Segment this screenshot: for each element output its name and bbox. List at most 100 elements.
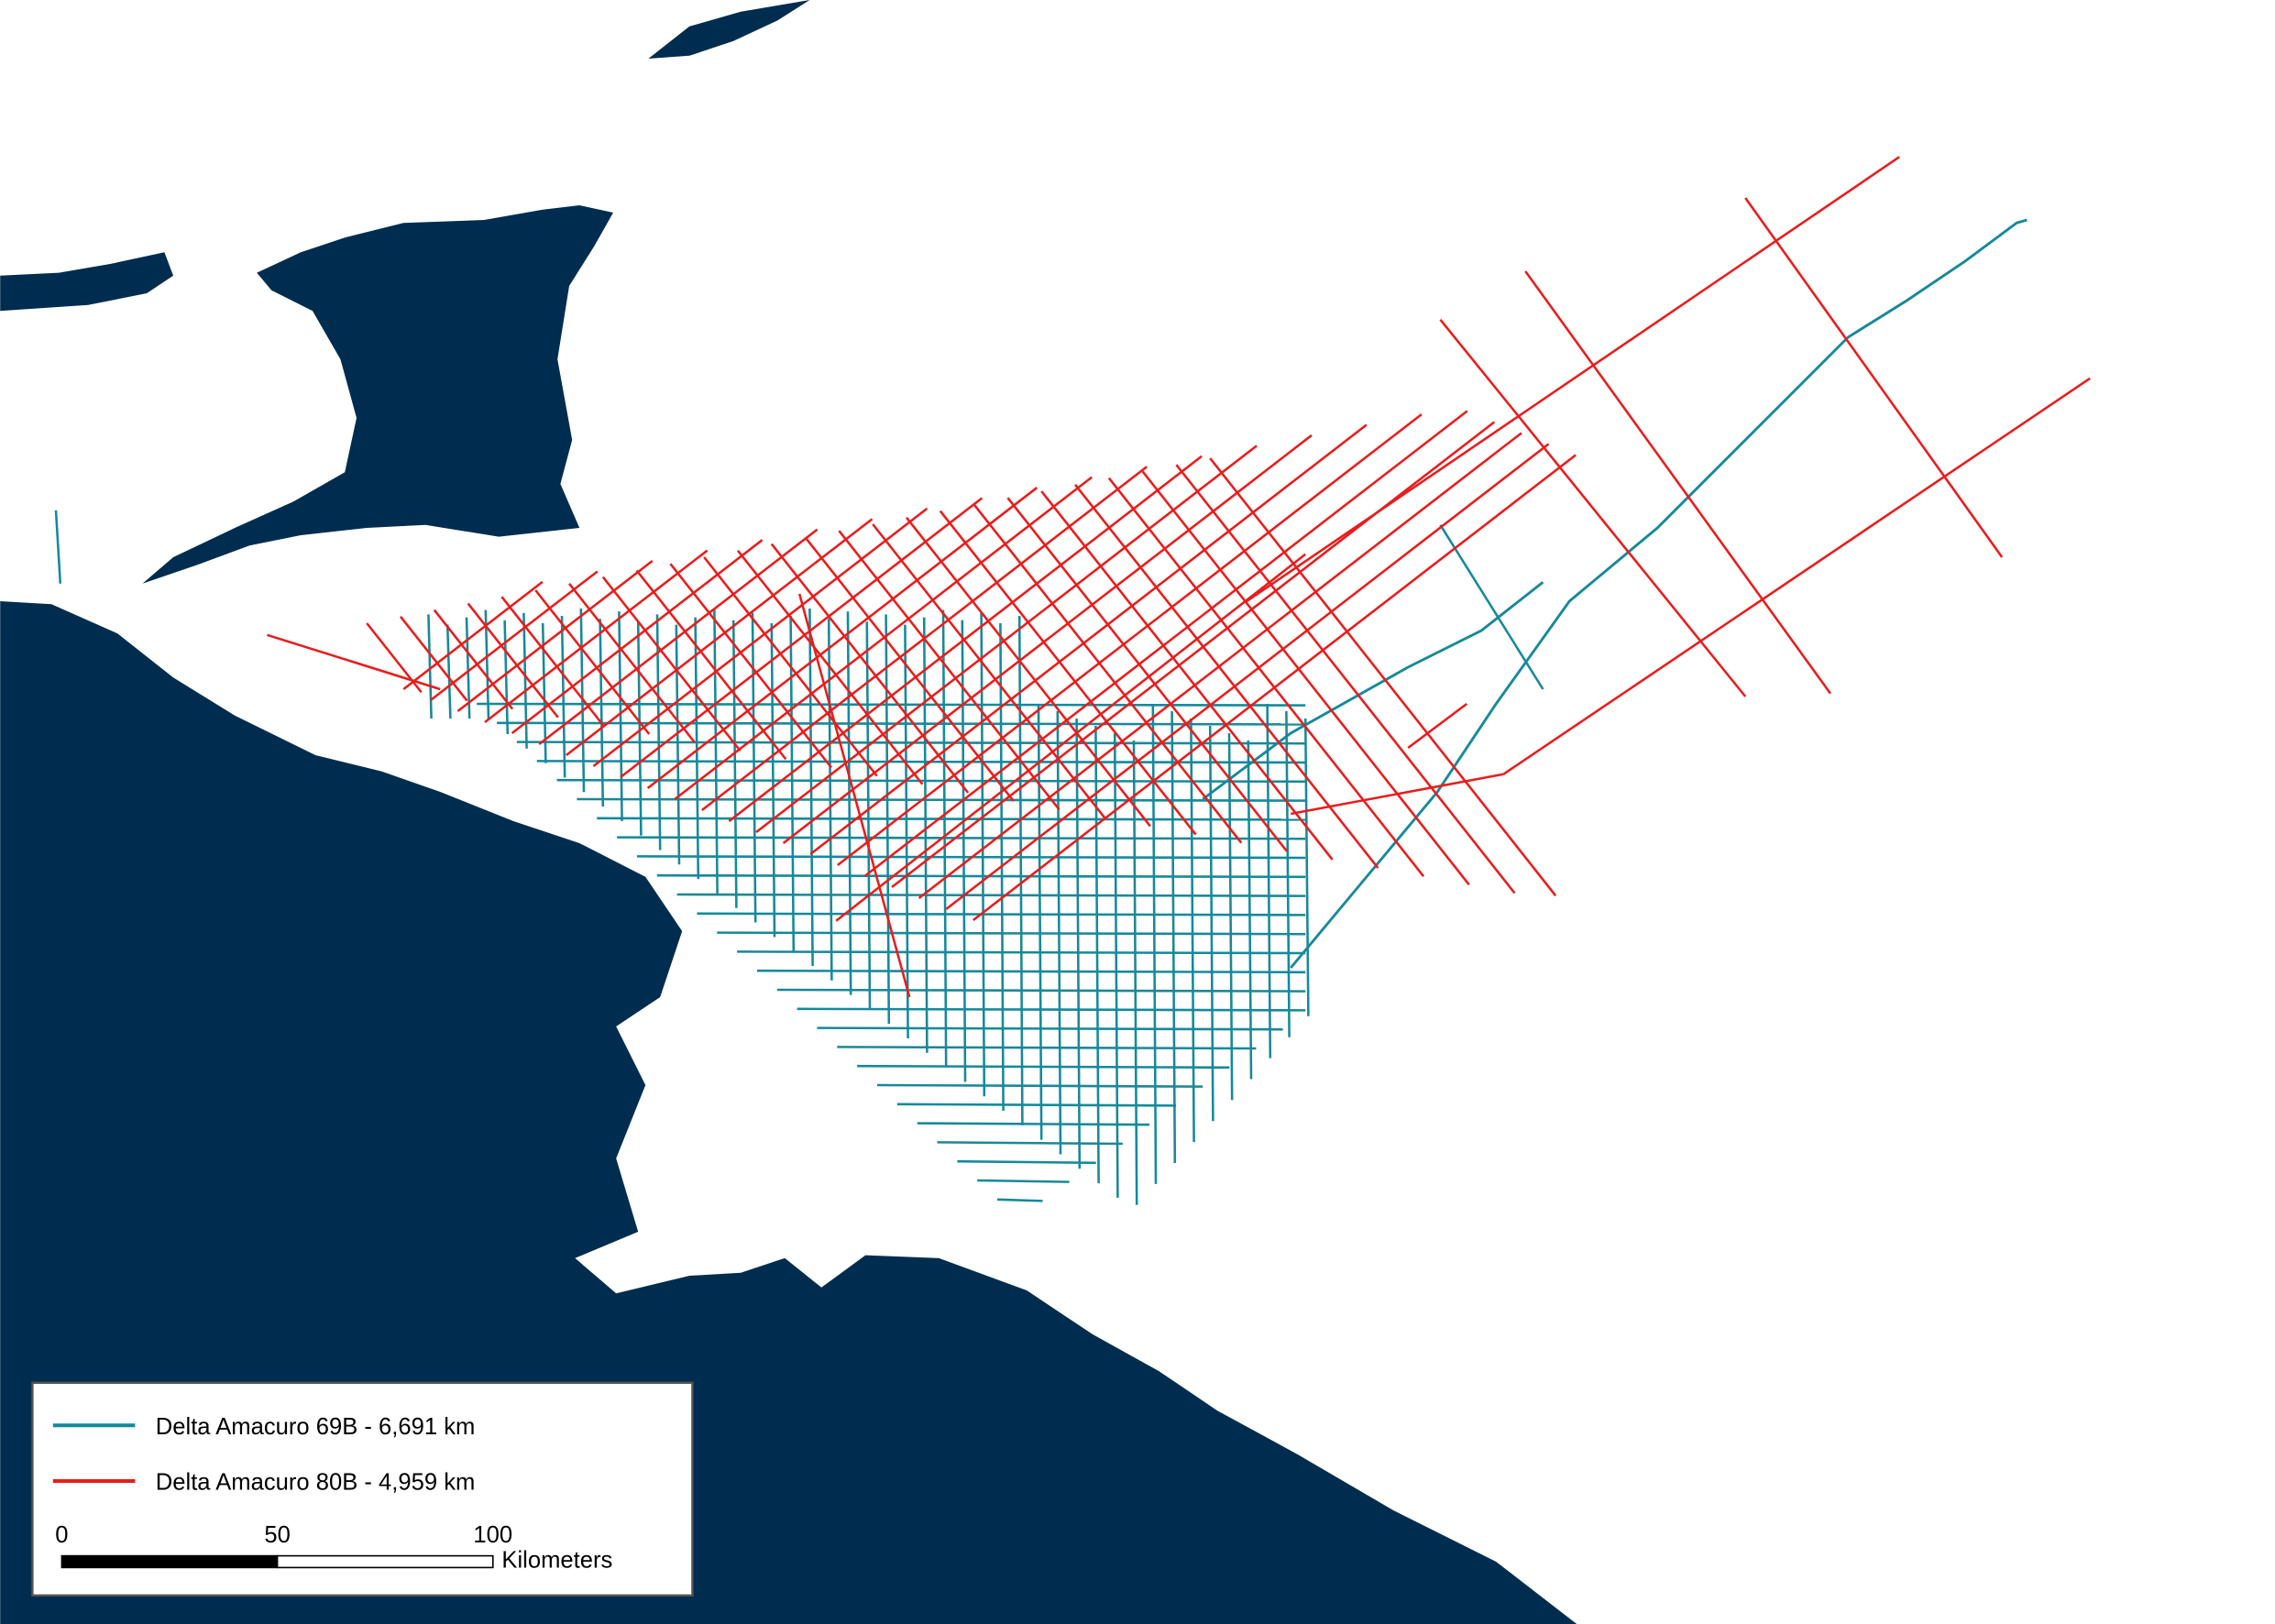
- survey-line: [713, 609, 719, 894]
- survey-line: [1141, 470, 1470, 886]
- survey-line: [1006, 497, 1288, 852]
- survey-line: [445, 624, 452, 719]
- survey-line: [1247, 740, 1253, 1080]
- survey-line: [1017, 615, 1024, 1125]
- survey-line: [980, 612, 986, 1097]
- survey-line: [973, 503, 1243, 844]
- survey-line: [1202, 581, 1544, 801]
- survey-line: [937, 1141, 1123, 1146]
- survey-line: [1502, 377, 2091, 775]
- survey-line: [808, 608, 814, 966]
- trinidad: [142, 205, 613, 584]
- survey-line: [1439, 318, 1747, 697]
- venezuela: [0, 601, 1577, 1624]
- survey-line: [477, 702, 1306, 707]
- survey-line: [996, 1198, 1043, 1202]
- survey-line: [776, 988, 1306, 993]
- survey-line: [1524, 270, 1832, 695]
- survey-line: [538, 528, 819, 746]
- survey-line: [669, 563, 832, 769]
- scale-tick-label: 0: [55, 1522, 68, 1548]
- survey-line: [1227, 732, 1234, 1101]
- survey-line: [566, 518, 874, 757]
- survey-line: [797, 1007, 1306, 1012]
- survey-line: [601, 576, 742, 752]
- survey-line: [674, 476, 1094, 801]
- survey-line: [904, 624, 909, 1039]
- survey-line: [1170, 710, 1177, 1163]
- survey-line: [1190, 718, 1195, 1143]
- survey-line: [945, 443, 1550, 911]
- survey-line: [973, 454, 1577, 922]
- survey-line: [1290, 218, 2028, 969]
- survey-line: [597, 817, 1306, 821]
- survey-line: [427, 614, 433, 719]
- survey-line: [433, 609, 514, 710]
- survey-line: [905, 517, 1151, 828]
- survey-line: [1073, 484, 1379, 869]
- survey-line: [751, 612, 757, 923]
- survey-line: [656, 873, 1306, 879]
- survey-line: [484, 549, 709, 724]
- survey-line: [1285, 710, 1291, 1037]
- survey-line: [717, 931, 1306, 936]
- scale-segment: [276, 1554, 494, 1569]
- survey-line: [896, 1103, 1177, 1107]
- survey-line: [522, 612, 528, 749]
- survey-line: [701, 466, 1148, 812]
- survey-line: [755, 444, 1258, 834]
- survey-line: [635, 569, 787, 761]
- survey-line: [817, 1026, 1283, 1031]
- survey-line: [809, 423, 1368, 856]
- survey-line: [1439, 524, 1544, 690]
- survey-line: [838, 530, 1061, 810]
- survey-line: [863, 410, 1468, 878]
- survey-line: [1075, 718, 1082, 1169]
- survey-line: [467, 602, 559, 719]
- survey-line: [646, 487, 1039, 790]
- scale-tick-label: 50: [264, 1522, 290, 1548]
- survey-line: [599, 619, 605, 807]
- survey-line: [1107, 477, 1425, 877]
- survey-line: [728, 455, 1203, 823]
- survey-line: [737, 950, 1306, 955]
- survey-line: [503, 620, 510, 735]
- survey-line: [977, 1179, 1070, 1183]
- survey-line: [756, 969, 1306, 974]
- legend-label: Delta Amacuro 80B - 4,959 km: [156, 1470, 476, 1496]
- survey-line: [857, 1064, 1230, 1070]
- survey-lines: [54, 156, 2091, 1205]
- survey-line: [592, 507, 929, 768]
- survey-line: [560, 615, 566, 778]
- survey-line: [846, 611, 852, 995]
- legend-label: Delta Amacuro 69B - 6,691 km: [156, 1414, 476, 1440]
- survey-line: [1744, 197, 2004, 558]
- survey-line: [872, 523, 1106, 819]
- survey-line: [430, 570, 599, 702]
- survey-line: [731, 620, 738, 908]
- scale-unit: Kilometers: [501, 1547, 612, 1573]
- survey-line: [694, 617, 700, 880]
- legend: Delta Amacuro 69B - 6,691 km Delta Amacur…: [52, 1414, 476, 1496]
- survey-line: [957, 1159, 1096, 1165]
- survey-line: [497, 721, 1306, 726]
- survey-line: [1175, 464, 1516, 894]
- survey-line: [1040, 490, 1334, 861]
- scale-tick-label: 100: [473, 1522, 512, 1548]
- survey-line: [511, 539, 764, 735]
- survey-line: [676, 893, 1306, 897]
- survey-line: [399, 616, 468, 702]
- survey-line: [835, 553, 1306, 922]
- survey-line: [675, 624, 681, 865]
- survey-line: [1303, 718, 1310, 1016]
- survey-line: [837, 1046, 1257, 1050]
- survey-line: [917, 1122, 1149, 1126]
- survey-line: [577, 797, 1306, 802]
- survey-line: [1094, 725, 1100, 1184]
- survey-line: [1209, 457, 1557, 897]
- survey-line: [534, 589, 651, 735]
- survey-line: [865, 621, 872, 1010]
- survey-line: [1151, 703, 1158, 1184]
